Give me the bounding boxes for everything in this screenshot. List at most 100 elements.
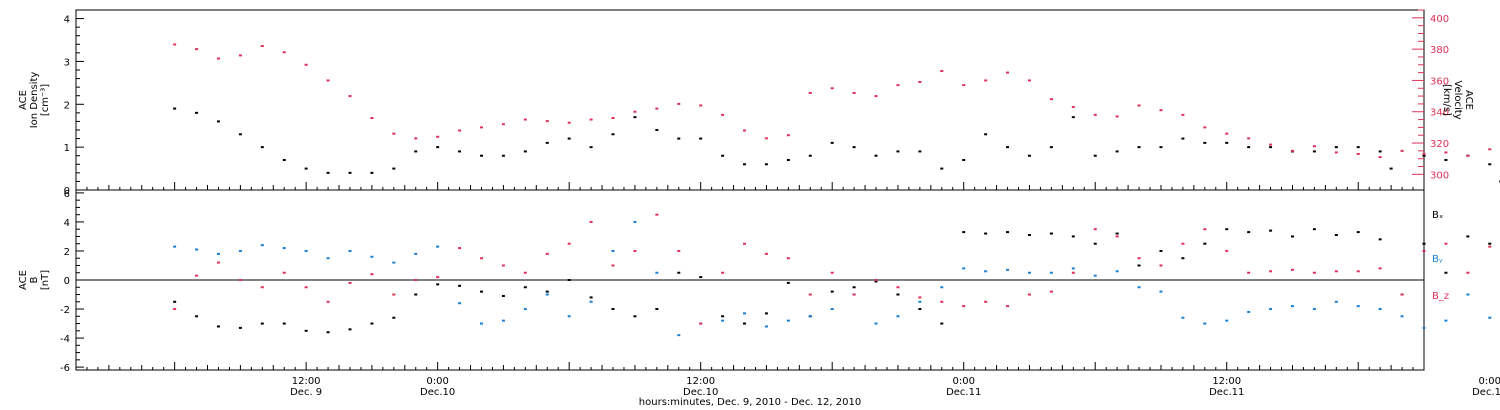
bx-point <box>501 294 505 297</box>
density-point <box>1027 154 1031 157</box>
by-point <box>611 249 615 252</box>
velocity-point <box>545 120 549 123</box>
velocity-point <box>1356 153 1360 155</box>
bz-point <box>1312 271 1316 274</box>
density-point <box>896 150 900 153</box>
by-point <box>1203 322 1207 325</box>
bottom-left-tick-label: 0 <box>64 276 70 287</box>
density-point <box>962 159 966 161</box>
top-left-axis-title: ACE Ion Density [cm⁻³] <box>18 72 51 129</box>
density-point <box>1006 146 1010 149</box>
x-tick-label-time: 12:00 <box>292 376 321 387</box>
bz-point <box>984 300 988 303</box>
density-point <box>589 146 593 149</box>
velocity-point <box>1444 151 1448 154</box>
density-point <box>545 141 549 144</box>
density-point <box>808 154 812 157</box>
velocity-point <box>764 137 768 140</box>
density-point <box>238 133 242 136</box>
bottom-left-title-line-3: [nT] <box>40 270 51 290</box>
velocity-point <box>1006 71 1010 74</box>
bottom-left-title-line-1: ACE <box>18 270 29 290</box>
bz-point <box>1203 228 1207 231</box>
bx-point <box>984 232 988 235</box>
bottom-left-tick-label: 2 <box>64 247 70 258</box>
bz-point <box>195 274 199 277</box>
velocity-point <box>1049 98 1053 101</box>
bx-point <box>896 293 900 296</box>
density-point <box>852 146 856 149</box>
velocity-point <box>1093 113 1097 116</box>
by-point <box>1334 300 1338 303</box>
velocity-point <box>633 110 637 113</box>
bottom-left-tick-label: -2 <box>60 305 70 316</box>
velocity-point <box>1378 156 1382 159</box>
velocity-point <box>852 91 856 94</box>
legend-label: B_z <box>1432 291 1449 302</box>
bz-point <box>1181 242 1185 245</box>
by-point <box>1400 315 1404 318</box>
top-left-tick-label: 4 <box>64 15 70 26</box>
bx-point <box>1444 271 1448 274</box>
bz-point <box>1115 235 1119 238</box>
bz-point <box>721 271 725 274</box>
bx-point <box>304 329 308 332</box>
top-right-tick-label: 360 <box>1430 76 1449 87</box>
bz-point <box>1378 267 1382 270</box>
density-point <box>370 171 374 174</box>
bz-point <box>1159 264 1163 267</box>
bz-point <box>1290 268 1294 271</box>
bz-point <box>1049 290 1053 293</box>
bz-point <box>304 286 308 289</box>
velocity-point <box>1115 115 1119 118</box>
bz-point <box>786 257 790 260</box>
x-tick-label-day: Dec. 9 <box>290 387 322 398</box>
density-point <box>1137 146 1141 149</box>
density-point <box>282 159 286 161</box>
bx-point <box>830 290 834 293</box>
bz-point <box>260 286 264 289</box>
bz-point <box>458 247 462 250</box>
density-point <box>1225 141 1229 144</box>
velocity-point <box>1466 154 1470 157</box>
density-point <box>436 146 440 149</box>
x-tick-label-day: Dec.11 <box>1209 387 1244 398</box>
bx-point <box>1137 264 1141 267</box>
bz-point <box>677 249 681 252</box>
bz-point <box>1225 249 1229 252</box>
bz-point <box>1422 249 1426 252</box>
bx-point <box>1247 231 1251 234</box>
by-point <box>1006 268 1010 271</box>
by-point <box>392 261 396 264</box>
bz-point <box>523 271 527 274</box>
velocity-point <box>523 118 527 121</box>
density-point <box>195 111 199 114</box>
density-point <box>677 137 681 140</box>
bottom-left-tick-label: -6 <box>60 363 70 374</box>
velocity-point <box>567 121 571 124</box>
bottom-panel-marks <box>76 213 1492 337</box>
top-panel-marks <box>173 43 1500 183</box>
bx-point <box>1312 228 1316 231</box>
bx-point <box>962 231 966 234</box>
by-point <box>238 249 242 252</box>
bx-point <box>436 283 440 286</box>
by-point <box>545 293 549 296</box>
density-point <box>392 167 396 170</box>
by-point <box>458 302 462 305</box>
bz-point <box>1093 228 1097 231</box>
velocity-point <box>1422 153 1426 155</box>
density-point <box>501 154 505 157</box>
bx-point <box>1027 234 1031 236</box>
bx-point <box>523 286 527 289</box>
bx-point <box>479 290 483 293</box>
velocity-point <box>282 51 286 54</box>
bz-point <box>370 273 374 276</box>
bottom-left-title-line-2: B <box>29 276 40 283</box>
bz-point <box>479 257 483 260</box>
bx-point <box>918 308 922 311</box>
bz-point <box>764 252 768 255</box>
bx-point <box>1334 234 1338 236</box>
